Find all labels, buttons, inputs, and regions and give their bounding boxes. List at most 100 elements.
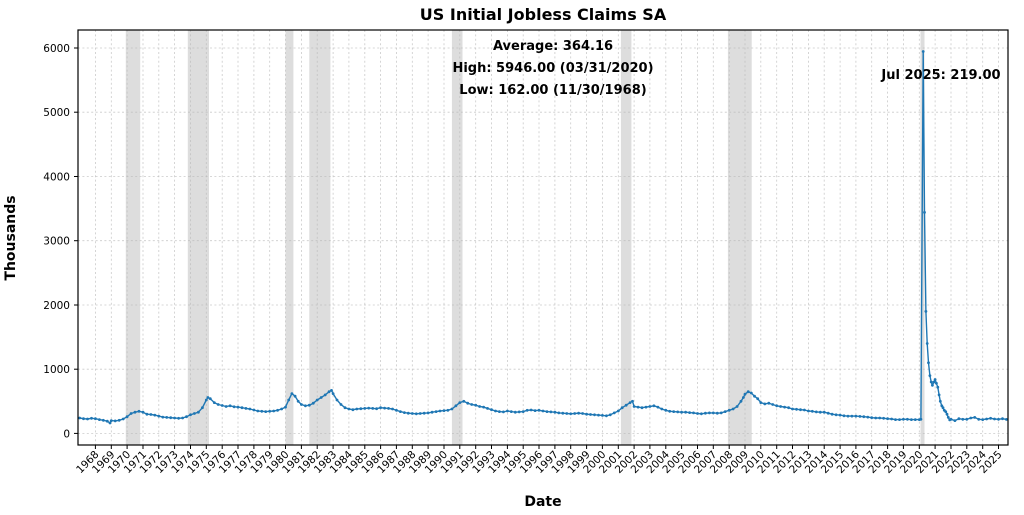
series-point xyxy=(814,410,818,414)
series-point xyxy=(450,407,454,411)
series-point xyxy=(846,414,850,418)
series-point xyxy=(256,409,260,413)
series-point xyxy=(795,407,798,411)
series-point xyxy=(228,404,232,408)
x-axis-label: Date xyxy=(524,494,561,510)
series-point xyxy=(212,401,216,404)
series-point xyxy=(890,417,893,421)
series-point xyxy=(379,406,382,410)
series-point xyxy=(506,409,509,413)
series-point xyxy=(624,403,628,407)
series-point xyxy=(565,412,569,415)
series-point xyxy=(932,380,936,384)
series-point xyxy=(268,409,272,413)
recession-band xyxy=(727,30,752,445)
series-point xyxy=(109,419,113,422)
series-point xyxy=(803,408,806,412)
series-point xyxy=(304,404,307,408)
series-point xyxy=(923,211,926,214)
series-point xyxy=(252,408,256,412)
series-point xyxy=(113,419,117,423)
series-point xyxy=(688,411,691,414)
series-point xyxy=(454,404,458,408)
series-point xyxy=(953,419,957,422)
series-point xyxy=(521,410,525,413)
series-point xyxy=(597,413,600,417)
series-point xyxy=(668,409,672,413)
series-point xyxy=(753,394,756,398)
series-point xyxy=(743,392,747,396)
series-point xyxy=(474,403,478,407)
annotation-latest: Jul 2025: 219.00 xyxy=(880,68,1000,83)
series-point xyxy=(715,411,719,415)
recession-band xyxy=(309,30,331,445)
series-point xyxy=(161,415,165,419)
series-point xyxy=(426,411,430,415)
series-point xyxy=(906,417,909,421)
series-point xyxy=(335,398,339,402)
recession-bands-layer xyxy=(125,30,925,445)
series-line xyxy=(79,50,1007,424)
series-point xyxy=(82,417,85,421)
series-point xyxy=(822,410,826,414)
series-point xyxy=(236,405,240,409)
series-layer xyxy=(78,50,1008,425)
recession-band xyxy=(451,30,463,445)
series-point xyxy=(719,411,723,415)
series-point xyxy=(371,407,375,410)
series-point xyxy=(240,406,244,410)
series-point xyxy=(315,398,319,402)
series-point xyxy=(391,407,394,411)
series-point xyxy=(882,416,885,420)
series-point xyxy=(395,408,398,412)
series-point xyxy=(466,401,470,405)
series-point xyxy=(363,407,367,410)
series-point xyxy=(498,410,501,413)
series-point xyxy=(759,401,763,404)
y-tick-label: 0 xyxy=(63,428,70,440)
series-point xyxy=(938,399,942,403)
plot-border xyxy=(77,29,1009,446)
series-point xyxy=(330,389,333,392)
y-tick-label: 2000 xyxy=(43,300,70,312)
series-point xyxy=(767,401,771,405)
series-point xyxy=(810,409,814,413)
series-point xyxy=(731,407,735,411)
series-point xyxy=(94,417,97,421)
series-point xyxy=(355,407,359,411)
chart-title: US Initial Jobless Claims SA xyxy=(420,5,667,24)
series-point xyxy=(290,392,294,395)
series-point xyxy=(704,411,707,415)
series-point xyxy=(640,406,644,410)
series-point xyxy=(850,414,854,418)
series-point xyxy=(981,418,985,421)
recession-band xyxy=(285,30,294,445)
series-point xyxy=(807,409,810,413)
series-point xyxy=(537,408,541,412)
series-point xyxy=(105,419,109,423)
series-point xyxy=(1005,418,1008,421)
series-point xyxy=(652,404,656,408)
series-point xyxy=(529,408,533,412)
series-point xyxy=(204,398,208,402)
series-point xyxy=(347,407,351,411)
series-point xyxy=(783,405,786,409)
series-point xyxy=(925,342,929,345)
series-point xyxy=(410,412,414,415)
series-point xyxy=(561,411,565,415)
series-point xyxy=(933,378,937,381)
series-point xyxy=(133,410,137,414)
series-point xyxy=(739,399,743,403)
series-point xyxy=(367,406,371,410)
series-point xyxy=(573,412,577,415)
series-point xyxy=(339,403,343,406)
series-point xyxy=(351,408,355,412)
series-point xyxy=(197,410,200,414)
series-point xyxy=(581,412,584,415)
series-point xyxy=(944,410,948,413)
annotation-average: Average: 364.16 xyxy=(493,39,613,54)
series-point xyxy=(141,410,145,414)
series-point xyxy=(791,407,794,411)
series-point xyxy=(517,410,521,414)
